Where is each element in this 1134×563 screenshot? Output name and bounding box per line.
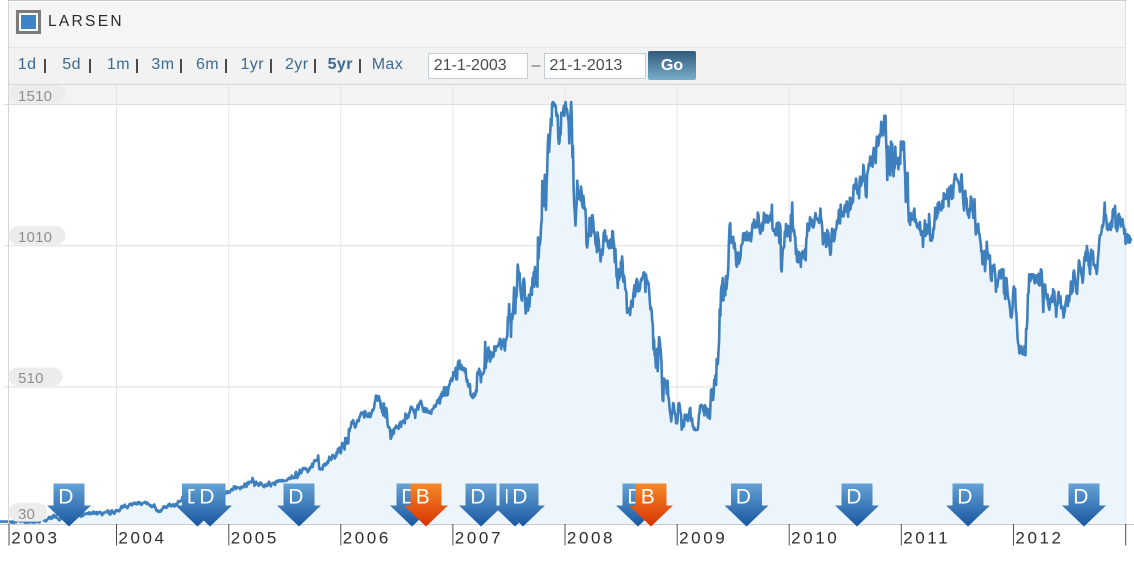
svg-text:1510: 1510 (18, 88, 52, 105)
svg-text:2012: 2012 (1015, 529, 1063, 548)
svg-text:2011: 2011 (903, 529, 950, 548)
svg-text:B: B (641, 486, 655, 509)
svg-text:2006: 2006 (343, 529, 391, 548)
svg-text:2004: 2004 (118, 529, 166, 548)
svg-text:D: D (736, 486, 751, 509)
svg-text:2007: 2007 (455, 529, 503, 548)
svg-text:D: D (512, 486, 527, 509)
svg-text:2009: 2009 (679, 529, 727, 548)
svg-text:2010: 2010 (791, 529, 839, 548)
svg-text:D: D (957, 486, 972, 509)
svg-text:2008: 2008 (567, 529, 615, 548)
svg-text:D: D (1073, 486, 1088, 509)
svg-text:1010: 1010 (18, 229, 52, 246)
svg-text:D: D (199, 486, 214, 509)
svg-text:2005: 2005 (231, 529, 279, 548)
svg-text:D: D (470, 486, 485, 509)
svg-text:510: 510 (18, 370, 44, 387)
svg-text:B: B (416, 486, 430, 509)
svg-text:D: D (288, 486, 303, 509)
svg-text:D: D (846, 486, 861, 509)
svg-text:D: D (58, 486, 73, 509)
svg-text:30: 30 (18, 506, 35, 523)
svg-text:2003: 2003 (11, 529, 59, 548)
